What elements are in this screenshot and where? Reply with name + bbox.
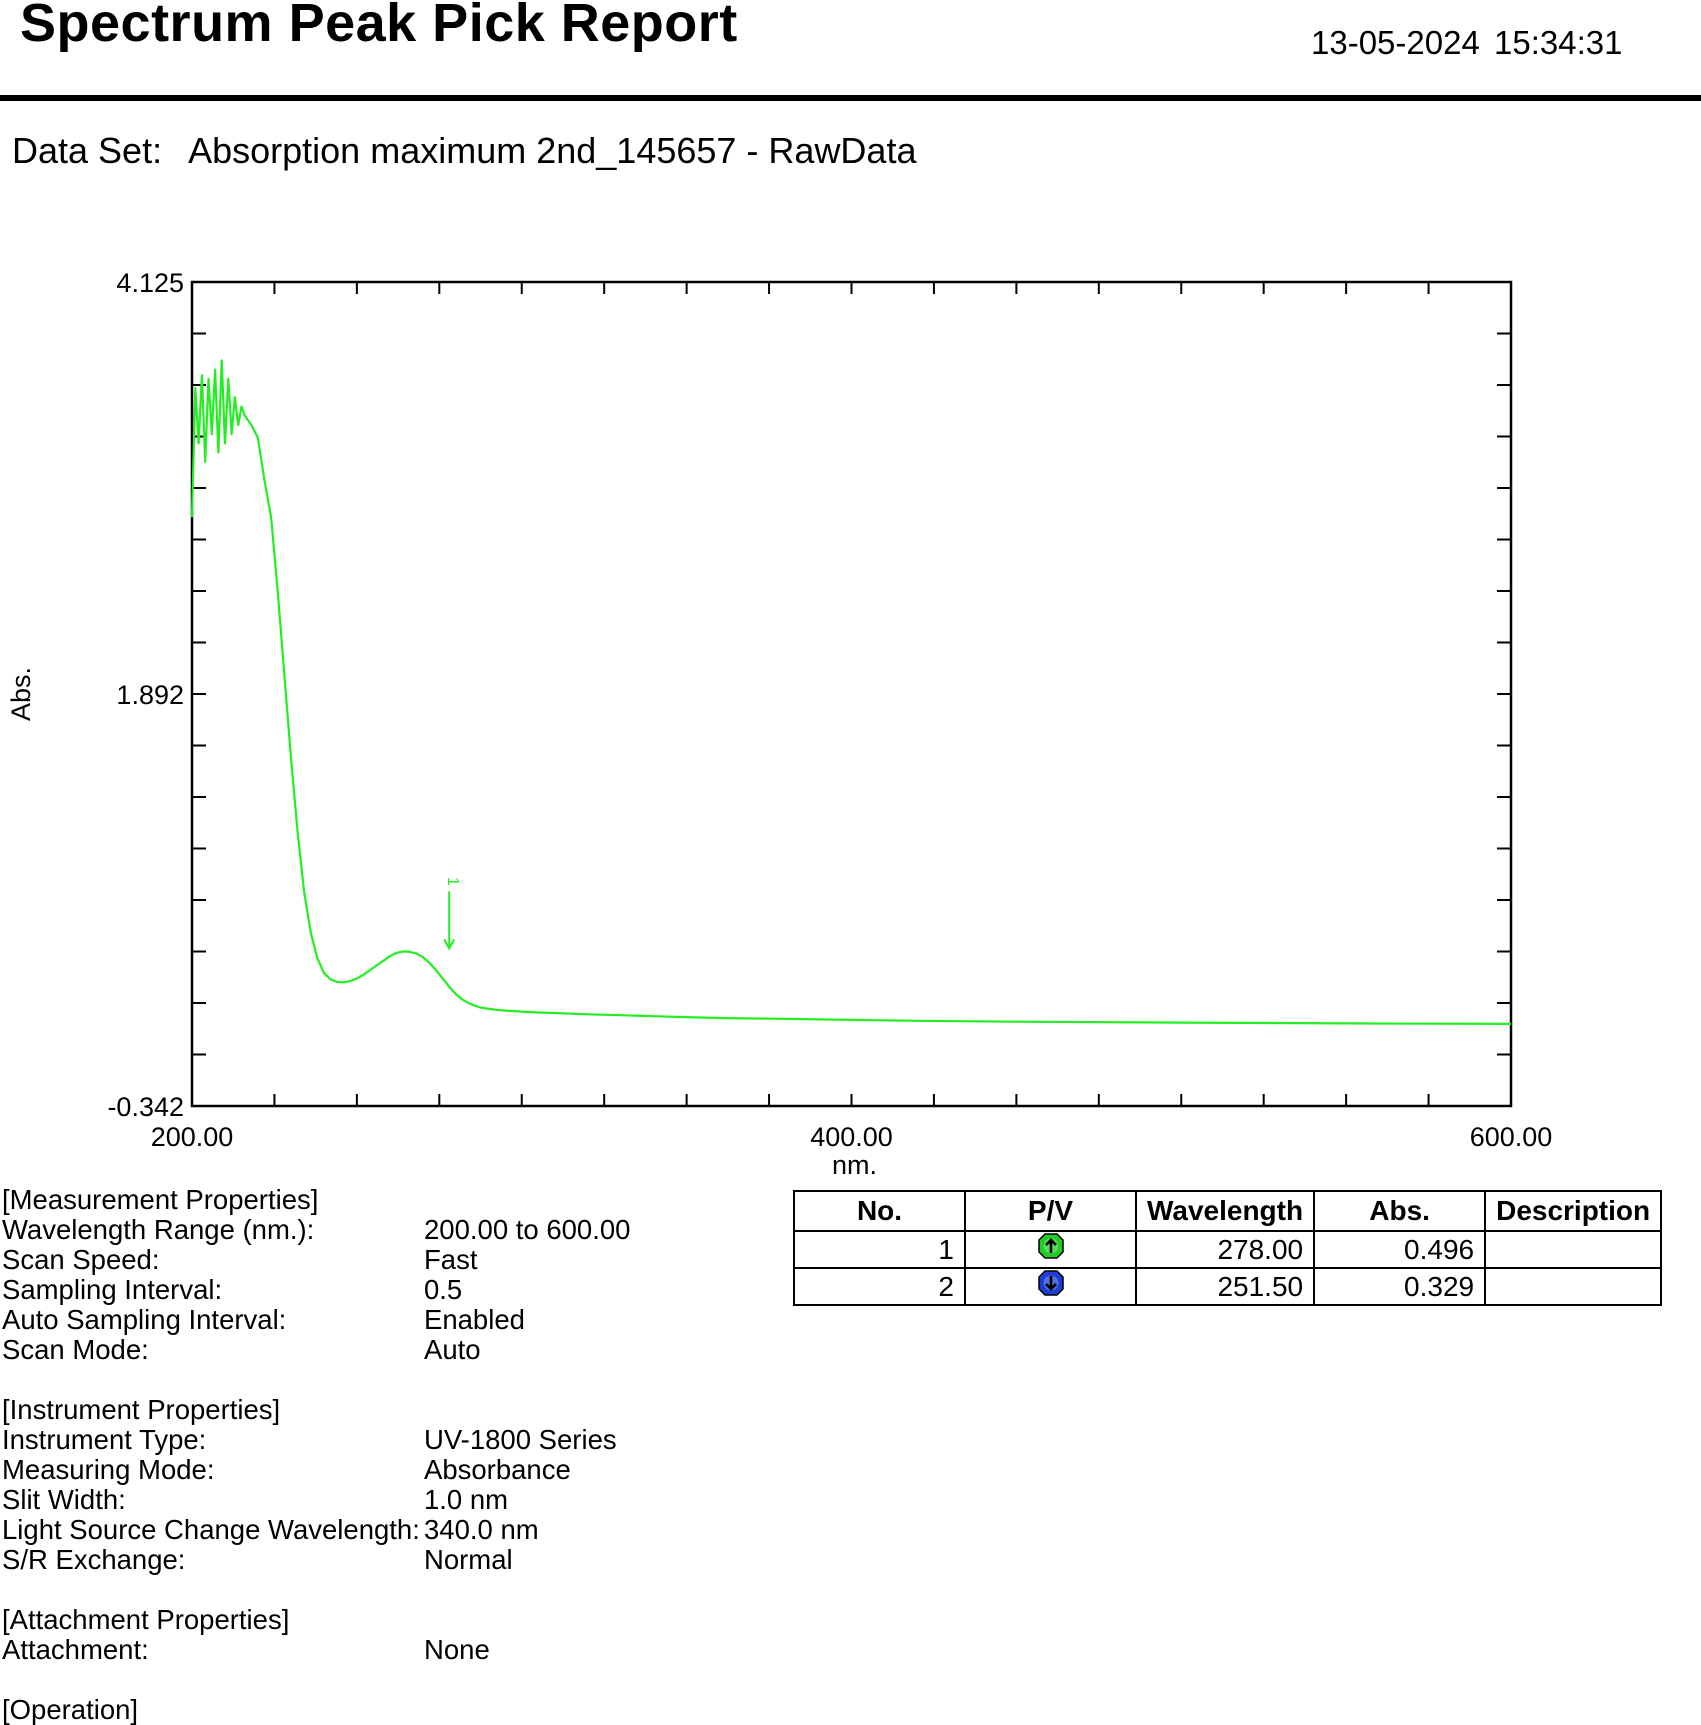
property-row: Scan Speed: Fast	[2, 1245, 762, 1275]
section-header: [Operation]	[2, 1694, 139, 1725]
property-key: Scan Mode:	[2, 1334, 149, 1365]
property-row: Instrument Type: UV-1800 Series	[2, 1425, 762, 1455]
report-date: 13-05-2024	[1311, 24, 1480, 61]
column-header: Wavelength	[1134, 1190, 1316, 1232]
property-row: Light Source Change Wavelength: 340.0 nm	[2, 1515, 762, 1545]
property-value: Absorbance	[424, 1454, 571, 1485]
property-key: Sampling Interval:	[2, 1274, 223, 1305]
property-key: Auto Sampling Interval:	[2, 1304, 287, 1335]
section-gap	[2, 1665, 762, 1695]
peak-table-header: No. P/V Wavelength Abs. Description	[793, 1190, 1663, 1232]
cell-pv	[964, 1267, 1137, 1307]
spectrum-line	[190, 359, 1512, 1025]
plot-frame	[190, 280, 1513, 1108]
property-row: Wavelength Range (nm.): 200.00 to 600.00	[2, 1215, 762, 1245]
column-header: Description	[1484, 1190, 1663, 1232]
section-header: [Instrument Properties]	[2, 1394, 281, 1425]
column-header: No.	[793, 1190, 966, 1232]
x-tick-label: 400.00	[810, 1122, 893, 1152]
cell-abs: 0.496	[1313, 1229, 1487, 1270]
cell-no: 1	[793, 1229, 966, 1270]
property-value: 1.0 nm	[424, 1484, 509, 1515]
property-value: Normal	[424, 1544, 513, 1575]
property-row: Attachment: None	[2, 1635, 762, 1665]
property-value: 0.5	[424, 1274, 463, 1305]
property-row: Slit Width: 1.0 nm	[2, 1485, 762, 1515]
peak-marker-arrow	[443, 938, 456, 951]
x-tick-label: 600.00	[1470, 1122, 1553, 1152]
property-key: Wavelength Range (nm.):	[2, 1214, 315, 1245]
header-rule	[0, 95, 1701, 101]
dataset-label: Data Set:	[12, 130, 163, 171]
property-key: Scan Speed:	[2, 1244, 160, 1275]
cell-wavelength: 278.00	[1134, 1229, 1316, 1270]
property-row: Scan Mode: Auto	[2, 1335, 762, 1365]
peak-table-body: 1 278.00 0.496 2 251.50 0.329	[793, 1229, 1663, 1307]
column-header: Abs.	[1313, 1190, 1487, 1232]
arrow-up-green-icon	[1037, 1232, 1065, 1267]
arrow-down-blue-icon	[1037, 1269, 1065, 1304]
report-title: Spectrum Peak Pick Report	[20, 0, 738, 53]
property-value: Fast	[424, 1244, 478, 1275]
y-tick-label: -0.342	[107, 1092, 184, 1122]
property-key: S/R Exchange:	[2, 1544, 186, 1575]
cell-wavelength: 251.50	[1134, 1267, 1316, 1307]
dataset-name: Absorption maximum 2nd_145657 - RawData	[188, 130, 917, 171]
property-row: Auto Sampling Interval: Enabled	[2, 1305, 762, 1335]
cell-description	[1484, 1229, 1663, 1270]
x-tick-label: 200.00	[151, 1122, 234, 1152]
cell-no: 2	[793, 1267, 966, 1307]
property-value: 340.0 nm	[424, 1514, 539, 1545]
absorbance-spectrum-chart: 200.00 400.00 600.00 4.125 1.892 -0.342 nm. Abs…	[6, 268, 1553, 1180]
section-gap	[2, 1575, 762, 1605]
properties-panel: [Measurement Properties] Wavelength Range…	[2, 1185, 762, 1725]
x-axis-title: nm.	[832, 1150, 877, 1180]
cell-abs: 0.329	[1313, 1267, 1487, 1307]
section-header: [Attachment Properties]	[2, 1604, 290, 1635]
property-row: Sampling Interval: 0.5	[2, 1275, 762, 1305]
table-row: 1 278.00 0.496	[793, 1229, 1663, 1270]
property-key: Attachment:	[2, 1634, 149, 1665]
section-gap	[2, 1365, 762, 1395]
property-key: Slit Width:	[2, 1484, 126, 1515]
cell-pv	[964, 1229, 1137, 1270]
property-value: 200.00 to 600.00	[424, 1214, 631, 1245]
column-header: P/V	[964, 1190, 1137, 1232]
y-axis-title: Abs.	[6, 667, 36, 721]
property-value: Enabled	[424, 1304, 525, 1335]
table-row: 2 251.50 0.329	[793, 1267, 1663, 1307]
report-time: 15:34:31	[1494, 24, 1623, 61]
property-key: Instrument Type:	[2, 1424, 207, 1455]
property-key: Measuring Mode:	[2, 1454, 215, 1485]
property-value: None	[424, 1634, 490, 1665]
cell-description	[1484, 1267, 1663, 1307]
property-value: Auto	[424, 1334, 481, 1365]
peak-table: No. P/V Wavelength Abs. Description 1 278.00 0…	[793, 1190, 1663, 1307]
property-row: S/R Exchange: Normal	[2, 1545, 762, 1575]
dataset-line: Data Set: Absorption maximum 2nd_145657 -…	[12, 130, 916, 172]
section-header: [Measurement Properties]	[2, 1184, 319, 1215]
property-key: Light Source Change Wavelength:	[2, 1514, 420, 1545]
y-tick-label: 1.892	[116, 680, 184, 710]
y-tick-label: 4.125	[116, 268, 184, 298]
peak-marker-label: 1	[444, 877, 461, 886]
property-row: Measuring Mode: Absorbance	[2, 1455, 762, 1485]
property-value: UV-1800 Series	[424, 1424, 617, 1455]
